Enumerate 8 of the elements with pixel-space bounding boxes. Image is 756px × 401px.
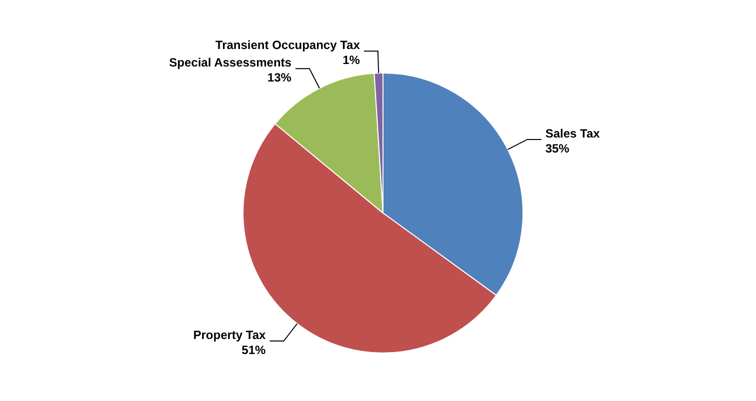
slice-label: Property Tax — [193, 328, 266, 342]
slice-label: Sales Tax — [545, 126, 600, 140]
data-label: 51% — [242, 343, 266, 358]
data-label: 35% — [545, 141, 570, 156]
data-label: 1% — [342, 53, 360, 68]
data-label: 13% — [267, 70, 292, 85]
slice-label: Special Assessments — [169, 56, 292, 70]
slice-label: Transient Occupancy Tax — [215, 38, 360, 52]
